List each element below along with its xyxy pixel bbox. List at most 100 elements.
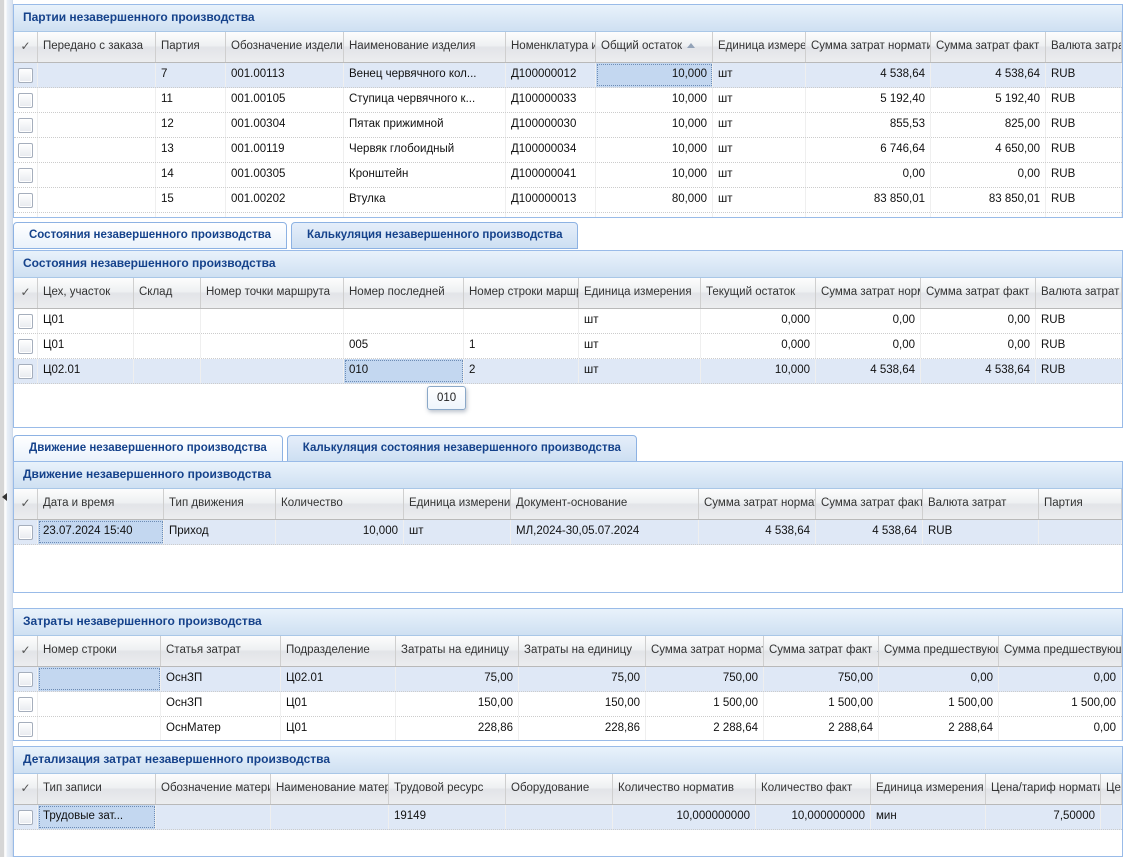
table-row[interactable]: ОснЗП Ц01 150,00 150,00 1 500,00 1 500,00 1 50… [14,692,1122,717]
cell-cost-per-unit-fact[interactable]: 75,00 [519,667,646,691]
column-header-cost-per-unit-norm[interactable]: Затраты на единицу [396,636,519,666]
tab-states[interactable]: Состояния незавершенного производства [13,222,288,249]
select-all-checkbox-header[interactable]: ✓ [14,278,38,308]
column-header-cost-per-unit-fact[interactable]: Затраты на единицу [519,636,646,666]
cell-unit[interactable]: шт [713,138,806,162]
column-header-warehouse[interactable]: Склад [134,278,201,308]
left-collapsed-panel-rail[interactable] [0,0,13,857]
cell-cost-per-unit-fact[interactable]: 228,86 [519,717,646,740]
select-all-checkbox-header[interactable]: ✓ [14,32,38,62]
cell-nomenclature[interactable]: Д100000034 [506,138,596,162]
column-header-price-tariff-fact[interactable]: Цена/тариф факт [1101,774,1122,804]
cell-total-remainder[interactable]: 10,000 [596,113,713,137]
cell-quantity[interactable]: 10,000 [276,520,404,544]
cell-total-remainder[interactable]: 10,000 [596,88,713,112]
cell-cost-norm[interactable]: 4 538,64 [699,520,816,544]
tab-calculation-wip[interactable]: Калькуляция незавершенного производства [291,222,579,249]
cell-price-tariff-norm[interactable]: 7,50000 [986,805,1101,829]
cell-cost-fact[interactable]: 4 538,64 [931,63,1046,87]
row-checkbox[interactable] [14,188,38,212]
cell-total-remainder[interactable]: 10,000 [596,163,713,187]
cell-cost-norm[interactable]: 0,00 [816,334,921,358]
cell-unit[interactable]: шт [579,309,701,333]
cell-cost-fact[interactable]: 5 192,40 [931,88,1046,112]
table-row[interactable]: Трудовые зат... 19149 10,000000000 10,00000… [14,805,1122,830]
cell-product-designation[interactable]: 001.00105 [226,88,344,112]
column-header-workshop[interactable]: Цех, участок [38,278,134,308]
cell-currency[interactable]: RUB [1046,213,1122,217]
cell-product-designation[interactable]: 001.00119 [226,138,344,162]
column-header-movement-type[interactable]: Тип движения [164,489,276,519]
cell-cost-item[interactable]: ОснЗП [161,667,281,691]
column-header-currency[interactable]: Валюта затрат [923,489,1039,519]
column-header-line-number[interactable]: Номер строки [38,636,161,666]
column-header-unit[interactable]: Единица измерения [713,32,806,62]
cell-batch[interactable] [1039,520,1122,544]
cell-batch[interactable]: 12 [156,113,226,137]
cell-nomenclature[interactable]: Д100000030 [506,113,596,137]
table-row[interactable]: 15 001.00202 Втулка Д100000013 80,000 шт 83 85… [14,188,1122,213]
column-header-quantity[interactable]: Количество [276,489,404,519]
cell-cost-norm[interactable]: 855,53 [806,113,931,137]
column-header-material-designation[interactable]: Обозначение материала [156,774,271,804]
column-header-unit[interactable]: Единица измерения [871,774,986,804]
select-all-checkbox-header[interactable]: ✓ [14,489,38,519]
cell-warehouse[interactable] [134,359,201,383]
column-header-prev-cost-fact[interactable]: Сумма предшествующих [999,636,1122,666]
cell-cost-item[interactable]: ОснМатер [161,717,281,740]
table-row[interactable]: 12 001.00304 Пятак прижимной Д100000030 10,0… [14,113,1122,138]
column-header-product-name[interactable]: Наименование изделия [344,32,506,62]
cell-cost-norm[interactable]: 1 500,00 [646,692,764,716]
cell-unit[interactable]: шт [579,334,701,358]
cell-transferred-from-order[interactable] [38,63,156,87]
column-header-currency[interactable]: Валюта затрат [1036,278,1122,308]
column-header-cost-norm[interactable]: Сумма затрат норматив [646,636,764,666]
column-header-last-number[interactable]: Номер последней [344,278,464,308]
column-header-cost-norm[interactable]: Сумма затрат норматив [816,278,921,308]
cell-cost-norm[interactable]: 6 746,64 [806,138,931,162]
column-header-department[interactable]: Подразделение [281,636,396,666]
column-header-unit[interactable]: Единица измерения [404,489,511,519]
column-header-product-designation[interactable]: Обозначение изделия [226,32,344,62]
cell-cost-fact[interactable]: 0,00 [931,163,1046,187]
row-checkbox[interactable] [14,63,38,87]
table-row[interactable]: Ц02.01 010 2 шт 10,000 4 538,64 4 538,64 RUB [14,359,1122,384]
cell-record-type[interactable]: Трудовые зат... [38,805,156,829]
cell-product-name[interactable]: Червяк глобоидный [344,138,506,162]
cell-nomenclature[interactable]: Д100000012 [506,63,596,87]
cell-currency[interactable]: RUB [1046,88,1122,112]
cell-transferred-from-order[interactable] [38,113,156,137]
cell-cost-norm[interactable]: 0,00 [806,163,931,187]
cell-current-remainder[interactable]: 10,000 [701,359,816,383]
cell-cost-norm[interactable]: 0,00 [816,309,921,333]
cell-cost-fact[interactable]: 825,00 [931,113,1046,137]
column-header-route-point-number[interactable]: Номер точки маршрута [201,278,344,308]
column-header-total-remainder[interactable]: Общий остаток [596,32,713,62]
select-all-checkbox-header[interactable]: ✓ [14,774,38,804]
cell-cost-per-unit-norm[interactable]: 75,00 [396,667,519,691]
cell-datetime[interactable]: 23.07.2024 15:40 [38,520,164,544]
cell-currency[interactable]: RUB [1036,334,1122,358]
cell-prev-cost-norm[interactable]: 1 500,00 [879,692,999,716]
cell-prev-cost-fact[interactable]: 0,00 [999,667,1122,691]
row-checkbox[interactable] [14,359,38,383]
cell-transferred-from-order[interactable] [38,138,156,162]
cell-product-designation[interactable]: 001.00202 [226,188,344,212]
row-checkbox[interactable] [14,717,38,740]
cell-product-designation[interactable]: 001.00305 [226,163,344,187]
column-header-cost-fact[interactable]: Сумма затрат факт [921,278,1036,308]
cell-nomenclature[interactable]: Д100000041 [506,163,596,187]
column-header-material-name[interactable]: Наименование материала [271,774,389,804]
cell-equipment[interactable] [506,805,613,829]
column-header-base-document[interactable]: Документ-основание [511,489,699,519]
cell-product-name[interactable]: Кронштейн [344,163,506,187]
row-checkbox[interactable] [14,88,38,112]
column-header-quantity-fact[interactable]: Количество факт [756,774,871,804]
cell-route-point-number[interactable] [201,309,344,333]
cell-quantity-norm[interactable]: 10,000000000 [613,805,756,829]
cell-last-number[interactable] [344,309,464,333]
cell-unit[interactable]: мин [871,805,986,829]
cell-total-remainder[interactable]: 10,000 [596,213,713,217]
cell-route-line-number[interactable]: 2 [464,359,579,383]
cell-unit[interactable]: шт [713,113,806,137]
